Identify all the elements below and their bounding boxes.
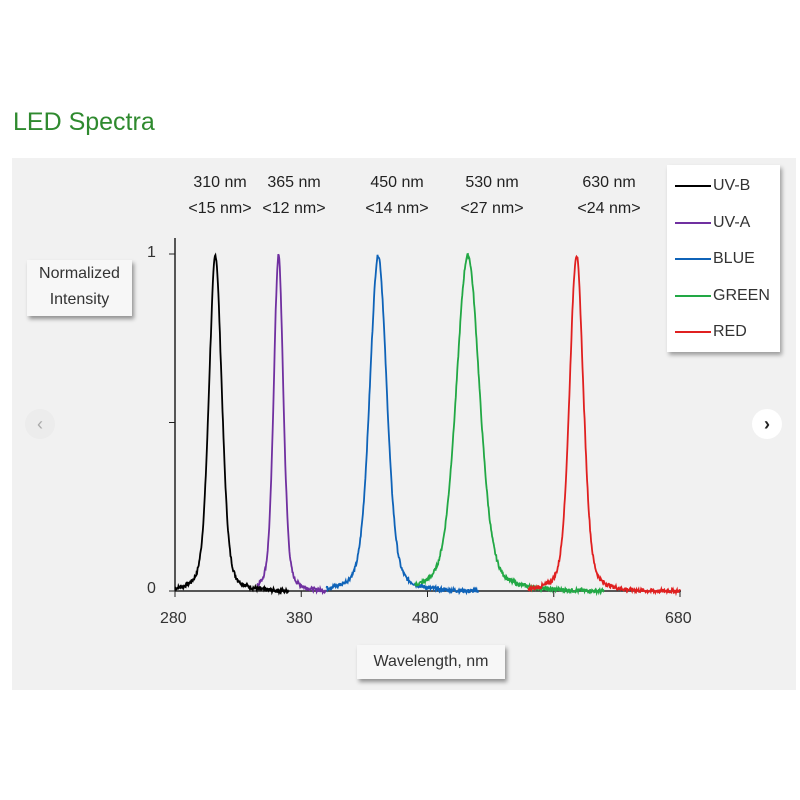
x-tick-label: 680 <box>665 610 692 627</box>
legend-swatch <box>675 221 711 224</box>
legend-label: UV-B <box>713 177 751 194</box>
legend-item-uv-a: UV-A <box>675 213 750 233</box>
legend-item-blue: BLUE <box>675 249 755 269</box>
x-tick-label: 480 <box>412 610 439 627</box>
legend-item-green: GREEN <box>675 286 770 306</box>
peak-label-uva: 365 nm <12 nm> <box>262 174 326 217</box>
peak-label-blue: 450 nm <14 nm> <box>365 174 429 217</box>
x-axis-label: Wavelength, nm <box>357 645 505 679</box>
legend-swatch <box>675 258 711 260</box>
peak-label-uvb: 310 nm <15 nm> <box>188 174 252 217</box>
legend-label: BLUE <box>713 250 755 267</box>
legend-swatch <box>675 185 711 187</box>
legend-item-red: RED <box>675 322 747 342</box>
y-tick-label: 1 <box>147 244 156 261</box>
legend-item-uv-b: UV-B <box>675 176 750 196</box>
legend: UV-B UV-A BLUE GREEN RED <box>667 165 780 352</box>
series-line-uv-a <box>256 253 327 596</box>
legend-label: GREEN <box>713 286 770 304</box>
chevron-right-icon: › <box>764 413 770 434</box>
legend-swatch <box>675 331 711 333</box>
series-line-red <box>527 254 681 597</box>
series-line-uv-b <box>174 252 290 596</box>
carousel-prev-button[interactable]: ‹ <box>25 409 55 439</box>
x-tick-label: 580 <box>538 610 565 627</box>
peak-label-red: 630 nm <24 nm> <box>577 174 641 217</box>
carousel-panel <box>12 158 796 690</box>
x-tick-label: 280 <box>160 610 187 627</box>
legend-label: RED <box>713 323 747 340</box>
legend-label: UV-A <box>713 213 751 231</box>
x-tick-label: 380 <box>286 610 313 627</box>
legend-swatch <box>675 294 711 297</box>
carousel-next-button[interactable]: › <box>752 409 782 439</box>
chevron-left-icon: ‹ <box>37 413 43 434</box>
y-tick-label: 0 <box>147 580 156 597</box>
page-title: LED Spectra <box>13 108 155 136</box>
series-line-green <box>414 252 605 597</box>
y-axis-label: Normalized Intensity <box>27 260 132 316</box>
peak-label-green: 530 nm <27 nm> <box>460 174 524 217</box>
series-line-blue <box>325 254 479 596</box>
